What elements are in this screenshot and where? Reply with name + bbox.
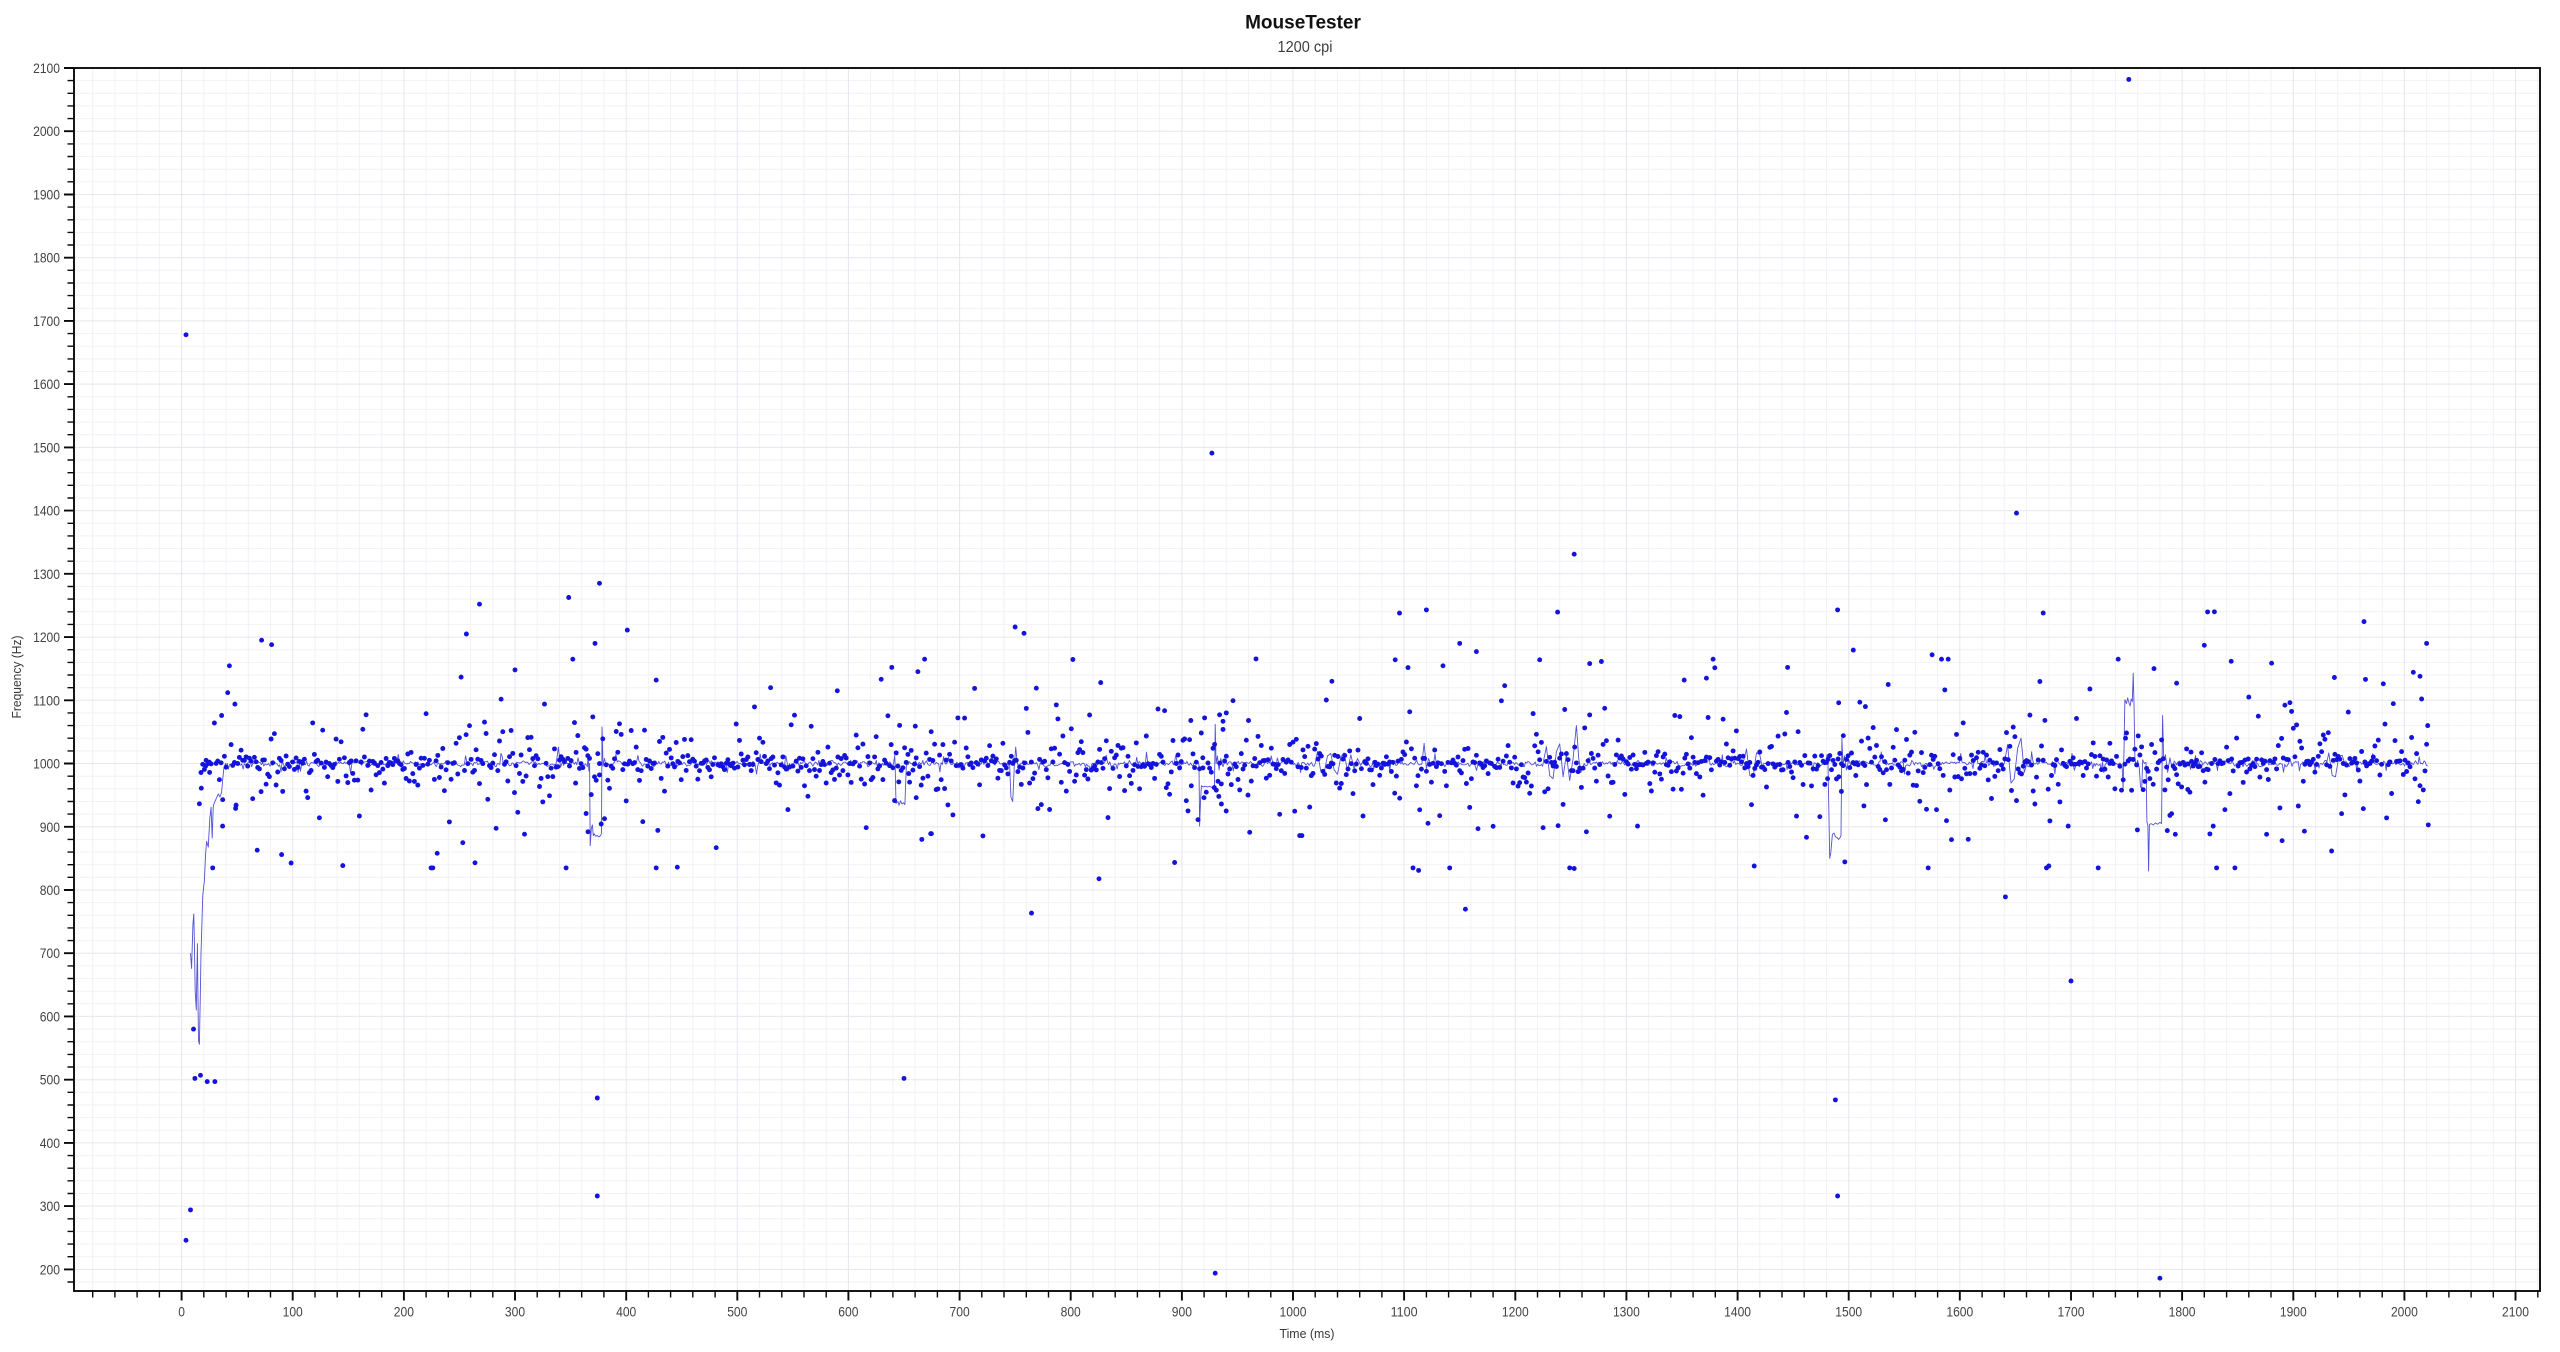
svg-text:300: 300 (505, 1304, 525, 1320)
svg-text:Time (ms): Time (ms) (1280, 1326, 1335, 1341)
svg-text:1000: 1000 (1280, 1304, 1307, 1320)
svg-text:1300: 1300 (1613, 1304, 1640, 1320)
svg-text:800: 800 (40, 882, 60, 898)
svg-text:500: 500 (727, 1304, 747, 1320)
svg-text:600: 600 (838, 1304, 858, 1320)
svg-text:Frequency (Hz): Frequency (Hz) (9, 636, 24, 719)
svg-text:MouseTester: MouseTester (1245, 13, 1361, 34)
svg-text:2000: 2000 (2391, 1304, 2418, 1320)
svg-text:100: 100 (283, 1304, 303, 1320)
svg-text:600: 600 (40, 1008, 60, 1024)
svg-text:0: 0 (178, 1304, 185, 1320)
svg-text:1500: 1500 (1835, 1304, 1862, 1320)
svg-text:300: 300 (40, 1198, 60, 1214)
svg-text:1900: 1900 (33, 187, 60, 203)
svg-text:400: 400 (40, 1135, 60, 1151)
svg-text:700: 700 (950, 1304, 970, 1320)
svg-text:500: 500 (40, 1072, 60, 1088)
svg-text:1300: 1300 (33, 566, 60, 582)
svg-text:1000: 1000 (33, 756, 60, 772)
svg-text:1100: 1100 (1391, 1304, 1418, 1320)
svg-text:1700: 1700 (33, 313, 60, 329)
svg-text:700: 700 (40, 945, 60, 961)
svg-text:1100: 1100 (33, 692, 60, 708)
svg-text:1400: 1400 (33, 503, 60, 519)
svg-text:1900: 1900 (2280, 1304, 2307, 1320)
svg-text:1400: 1400 (1724, 1304, 1751, 1320)
svg-text:200: 200 (40, 1261, 60, 1277)
svg-text:1200 cpi: 1200 cpi (1278, 39, 1333, 56)
svg-text:800: 800 (1061, 1304, 1081, 1320)
svg-text:1600: 1600 (33, 376, 60, 392)
svg-text:2000: 2000 (33, 123, 60, 139)
svg-text:1200: 1200 (33, 629, 60, 645)
svg-text:400: 400 (616, 1304, 636, 1320)
svg-text:1600: 1600 (1946, 1304, 1973, 1320)
svg-text:1800: 1800 (2169, 1304, 2196, 1320)
svg-text:900: 900 (40, 819, 60, 835)
svg-text:1200: 1200 (1502, 1304, 1529, 1320)
svg-text:900: 900 (1172, 1304, 1192, 1320)
svg-text:1700: 1700 (2058, 1304, 2085, 1320)
svg-text:200: 200 (394, 1304, 414, 1320)
svg-text:2100: 2100 (2502, 1304, 2529, 1320)
svg-text:2100: 2100 (33, 60, 60, 76)
svg-text:1800: 1800 (33, 250, 60, 266)
svg-text:1500: 1500 (33, 439, 60, 455)
